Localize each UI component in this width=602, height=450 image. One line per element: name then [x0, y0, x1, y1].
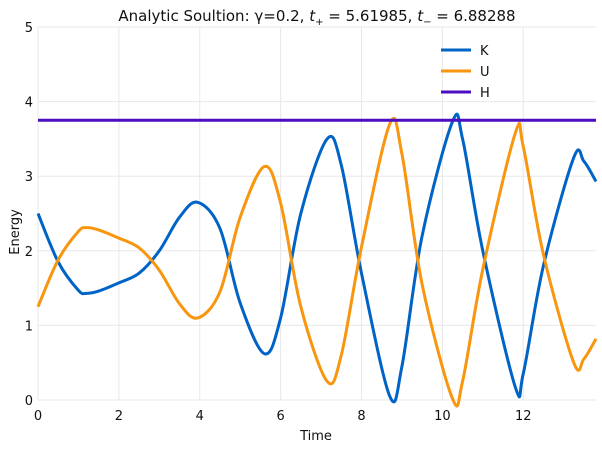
y-tick-label: 0: [25, 394, 33, 409]
y-tick-label: 1: [25, 319, 33, 334]
series-line-u: [36, 116, 598, 408]
y-tick-label: 2: [25, 245, 33, 260]
chart-title-tplus-value: = 5.61985,: [324, 7, 418, 25]
grid: [37, 26, 596, 401]
x-tick-label: 8: [357, 409, 365, 424]
chart-title-prefix: Analytic Soultion: γ=0.2,: [118, 7, 309, 25]
legend: KUH: [441, 44, 490, 101]
legend-label-h: H: [480, 86, 490, 101]
legend-label-u: U: [480, 65, 490, 80]
x-tick-label: 12: [515, 409, 532, 424]
x-tick-label: 0: [34, 409, 42, 424]
legend-label-k: K: [480, 44, 489, 59]
series-line-k: [36, 112, 598, 404]
chart-title: Analytic Soultion: γ=0.2, t+ = 5.61985, …: [118, 7, 515, 28]
series-lines: [36, 112, 598, 408]
chart-title-tminus-value: = 6.88288: [431, 7, 515, 25]
x-axis-title: Time: [299, 429, 332, 444]
chart-title-tminus-sub: −: [423, 17, 431, 28]
x-tick-label: 2: [115, 409, 123, 424]
y-tick-label: 4: [25, 96, 33, 111]
y-tick-label: 3: [25, 170, 33, 185]
y-axis-title: Energy: [8, 209, 23, 255]
x-tick-label: 6: [276, 409, 284, 424]
y-tick-label: 5: [25, 21, 33, 36]
chart-title-tplus-base: t: [309, 7, 316, 25]
chart-title-tminus-base: t: [417, 7, 424, 25]
x-tick-label: 10: [434, 409, 451, 424]
x-tick-label: 4: [196, 409, 204, 424]
chart-title-tplus-sub: +: [315, 17, 323, 28]
